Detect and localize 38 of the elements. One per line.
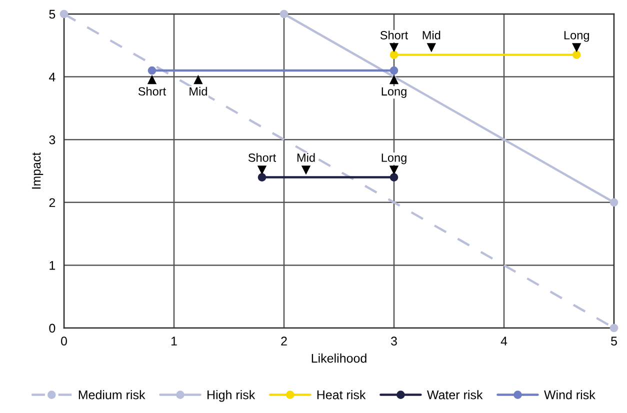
y-axis-title: Impact [32, 152, 44, 189]
annotation: Short [248, 153, 276, 162]
point [610, 324, 618, 332]
annotation: Long [382, 154, 406, 164]
legend-label: High risk [208, 390, 256, 402]
point [610, 198, 618, 207]
y-tick-label: 1 [50, 261, 56, 270]
point [390, 50, 398, 59]
y-tick-label: 3 [49, 135, 56, 144]
x-tick-label: 3 [391, 336, 397, 346]
point [572, 50, 581, 59]
annotation: Short [138, 86, 166, 96]
point [280, 10, 288, 18]
point [60, 10, 68, 18]
point [148, 66, 156, 75]
x-axis-title: Likelihood [312, 354, 366, 363]
y-tick-label: 2 [49, 198, 56, 207]
x-tick-label: 5 [611, 336, 617, 346]
point [390, 173, 398, 182]
annotation: Mid [422, 30, 440, 40]
legend-label: Medium risk [78, 390, 146, 400]
point [258, 173, 266, 182]
legend-label: Wind risk [544, 390, 596, 400]
x-tick-label: 4 [500, 336, 508, 346]
annotation: Mid [190, 86, 207, 96]
y-tick-label: 5 [49, 10, 56, 19]
legend-label: Heat risk [317, 390, 366, 400]
annotation: Short [380, 30, 408, 40]
point [390, 66, 398, 75]
y-tick-label: 4 [49, 72, 56, 82]
legend-label: Water risk [426, 390, 483, 400]
y-tick-label: 0 [49, 324, 56, 333]
x-tick-label: 0 [61, 336, 67, 346]
x-tick-label: 1 [171, 336, 177, 346]
annotation: Long [564, 31, 589, 42]
annotation: Mid [297, 153, 315, 162]
x-tick-label: 2 [281, 336, 287, 346]
annotation: Long [382, 87, 406, 98]
